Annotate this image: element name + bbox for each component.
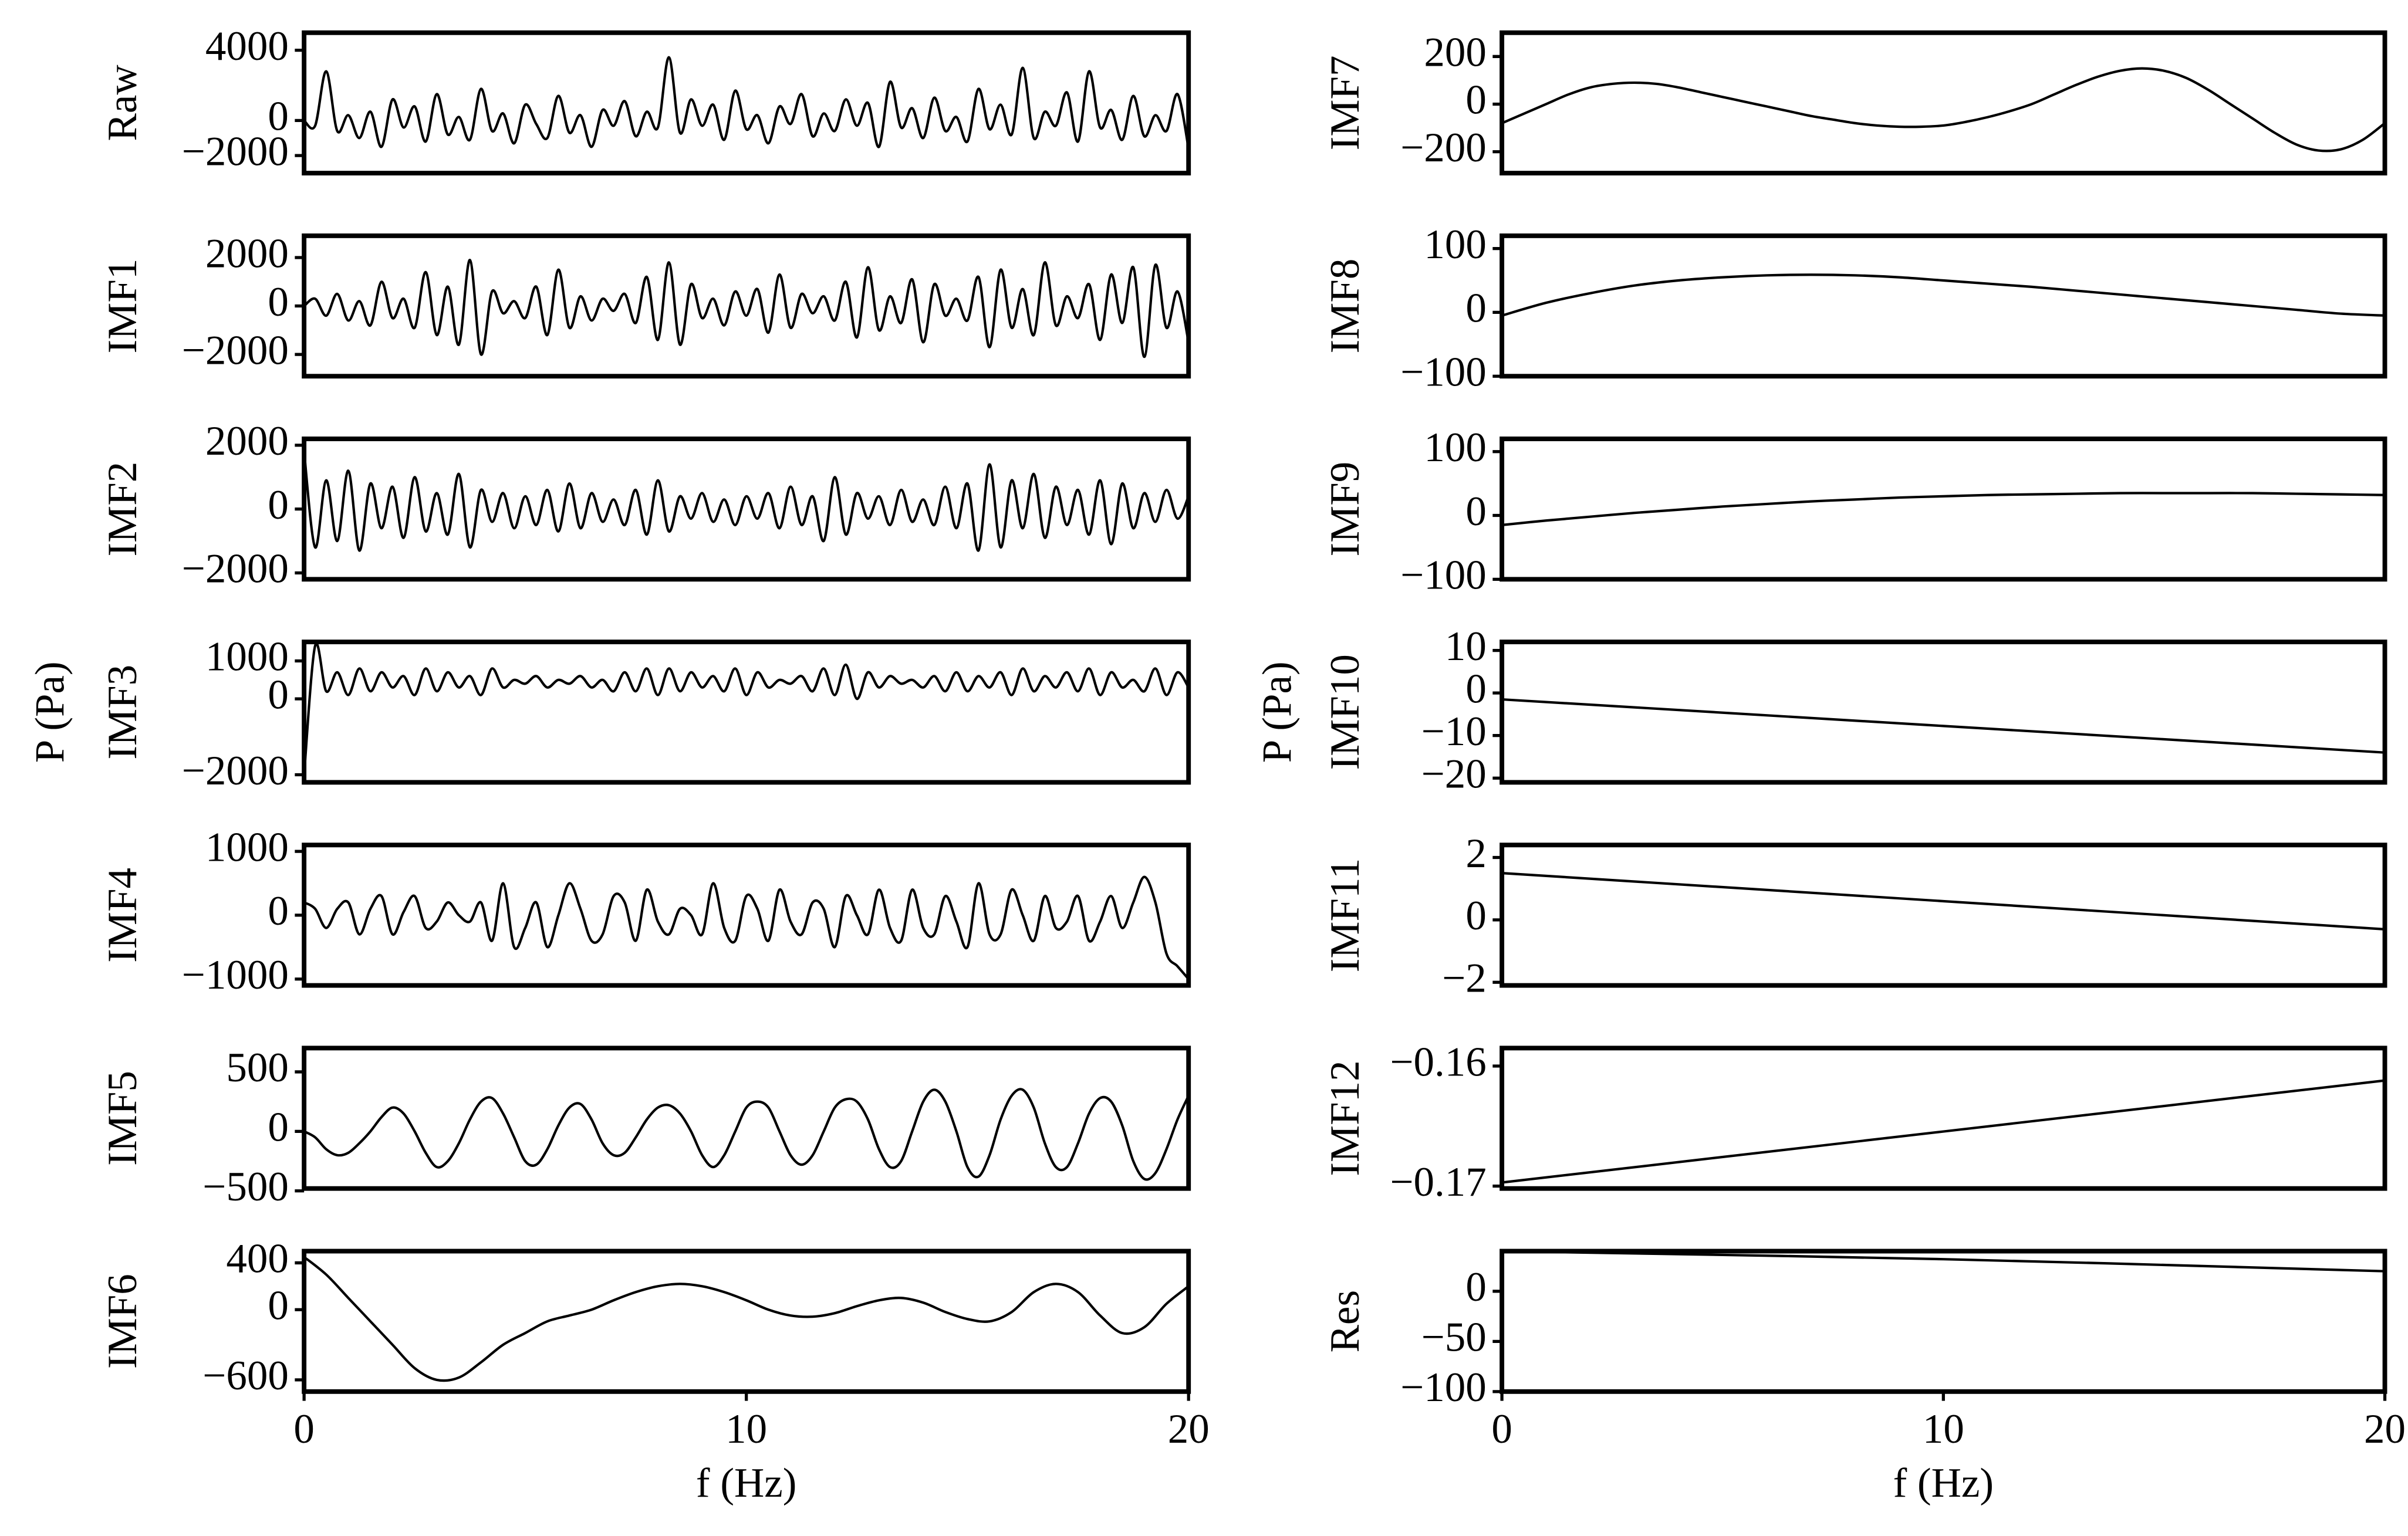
signal-line [303, 875, 1190, 980]
y-axis-label: IMF7 [1322, 56, 1368, 151]
y-axis-label: IMF4 [100, 868, 146, 963]
y-axis-label: Res [1322, 1290, 1368, 1353]
y-tick-label: −100 [1400, 1365, 1487, 1410]
y-tick-label: −0.17 [1390, 1159, 1487, 1205]
x-tick-label: 20 [2364, 1406, 2406, 1452]
y-tick-label: −2 [1442, 956, 1487, 1002]
y-tick-label: 1000 [205, 824, 289, 870]
panel-frame [302, 233, 1191, 379]
signal-line [1501, 698, 2385, 754]
y-axis-label: IMF1 [100, 259, 146, 354]
y-axis-label: IMF10 [1322, 654, 1368, 770]
y-tick-label: 2000 [205, 418, 289, 464]
signal-line [1501, 492, 2385, 526]
y-tick-label: 10 [1445, 624, 1487, 669]
panel-frame [1499, 437, 2387, 582]
panel-frame [302, 437, 1191, 582]
y-tick-label: 0 [268, 888, 288, 934]
signal-line [303, 1256, 1190, 1382]
signal-line [1501, 67, 2386, 153]
y-tick-label: 0 [1465, 286, 1487, 331]
y-tick-label: −20 [1421, 752, 1487, 797]
panel-frame [302, 640, 1191, 785]
shared-y-label: P (Pa) [1254, 661, 1300, 763]
shared-y-label: P (Pa) [27, 661, 73, 763]
y-axis-label: IMF6 [100, 1274, 146, 1369]
x-tick-label: 10 [1923, 1406, 1964, 1452]
y-tick-label: 4000 [205, 23, 289, 69]
y-axis-label: IMF5 [100, 1071, 146, 1166]
y-tick-label: 0 [1465, 666, 1487, 712]
x-tick-label: 0 [293, 1406, 315, 1452]
y-tick-label: 400 [226, 1236, 289, 1282]
x-tick-label: 10 [725, 1406, 767, 1452]
signal-line [1501, 273, 2385, 317]
panel-frame [302, 1249, 1191, 1394]
y-tick-label: −2000 [182, 128, 289, 174]
y-tick-label: 100 [1424, 222, 1487, 268]
y-tick-label: −0.16 [1390, 1039, 1487, 1085]
panel-frame [1499, 233, 2387, 379]
y-axis-label: Raw [100, 65, 146, 141]
y-tick-label: −1000 [182, 952, 289, 998]
signal-line [1502, 1250, 2385, 1273]
y-tick-label: 0 [1465, 1264, 1487, 1310]
y-tick-label: −500 [202, 1164, 289, 1210]
y-tick-label: −50 [1421, 1315, 1487, 1361]
y-tick-label: −2000 [182, 748, 289, 794]
panel-frame [1499, 1249, 2387, 1394]
y-tick-label: 500 [226, 1045, 289, 1091]
signal-line [303, 642, 1190, 775]
signal-line [303, 259, 1190, 358]
y-tick-label: −10 [1421, 709, 1487, 755]
y-tick-label: −600 [202, 1353, 289, 1399]
y-axis-label: IMF9 [1322, 462, 1368, 557]
y-tick-label: 2 [1465, 831, 1487, 877]
y-tick-label: 0 [1465, 77, 1487, 123]
panel-frame [1499, 843, 2387, 988]
y-tick-label: 2000 [205, 231, 289, 276]
panel-frame [1499, 30, 2387, 176]
x-axis-label: f (Hz) [696, 1460, 796, 1506]
x-axis-label: f (Hz) [1893, 1460, 1994, 1506]
y-tick-label: 0 [1465, 489, 1487, 534]
signal-line [1501, 1079, 2385, 1184]
signal-line [1501, 872, 2385, 931]
y-tick-label: −2000 [182, 327, 289, 373]
signal-line [303, 451, 1190, 552]
panel-frame [302, 30, 1191, 176]
y-tick-label: −100 [1400, 553, 1487, 598]
y-tick-label: 0 [268, 94, 288, 140]
y-axis-label: IMF2 [100, 462, 146, 557]
y-tick-label: 0 [268, 482, 288, 528]
panel-frame [302, 843, 1191, 988]
x-tick-label: 0 [1491, 1406, 1512, 1452]
y-axis-label: IMF3 [100, 665, 146, 760]
y-tick-label: 200 [1424, 30, 1487, 76]
y-tick-label: 0 [268, 279, 288, 325]
y-tick-label: 1000 [205, 634, 289, 680]
x-tick-label: 20 [1168, 1406, 1210, 1452]
signal-line [303, 56, 1190, 149]
y-tick-label: −100 [1400, 350, 1487, 395]
y-tick-label: −200 [1400, 125, 1487, 171]
y-tick-label: 0 [1465, 893, 1487, 939]
y-tick-label: 0 [268, 672, 288, 718]
y-tick-label: 100 [1424, 425, 1487, 471]
y-tick-label: −2000 [182, 546, 289, 592]
y-tick-label: 0 [268, 1283, 288, 1329]
y-tick-label: 0 [268, 1105, 288, 1151]
y-axis-label: IMF12 [1322, 1060, 1368, 1176]
panel-frame [1499, 640, 2387, 785]
y-axis-label: IMF8 [1322, 259, 1368, 354]
panel-frame [302, 1046, 1191, 1191]
panel-frame [1499, 1046, 2387, 1191]
y-axis-label: IMF11 [1322, 858, 1368, 973]
signal-line [303, 1088, 1190, 1181]
